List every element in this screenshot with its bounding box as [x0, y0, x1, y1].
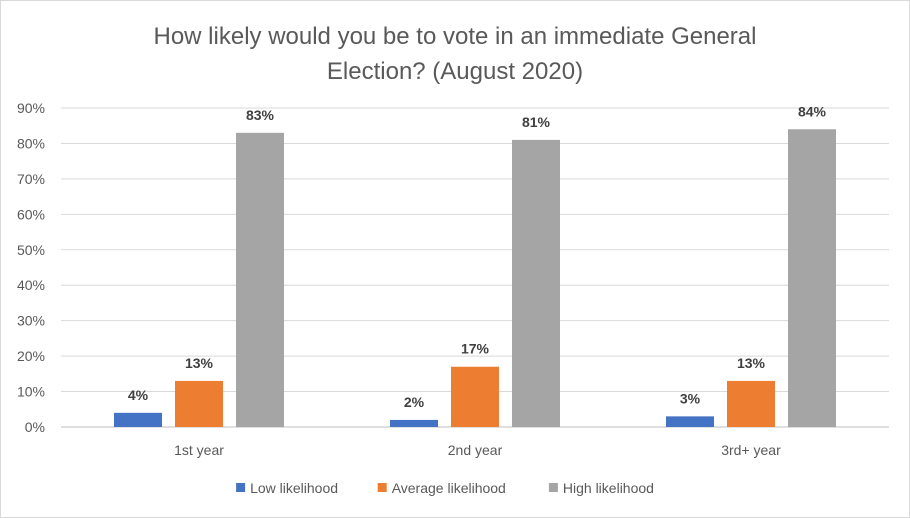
x-category-label: 1st year — [174, 442, 224, 458]
y-tick-label: 10% — [17, 384, 45, 400]
bar-average-likelihood — [175, 380, 223, 427]
bar-low-likelihood — [390, 419, 438, 427]
bar-high-likelihood — [788, 129, 836, 427]
y-tick-label: 50% — [17, 242, 45, 258]
data-label: 2% — [404, 394, 425, 410]
data-label: 84% — [798, 103, 827, 119]
bar-high-likelihood — [512, 139, 560, 427]
y-tick-label: 70% — [17, 171, 45, 187]
legend-label: High likelihood — [563, 480, 654, 496]
bar-average-likelihood — [727, 380, 775, 427]
x-category-label: 2nd year — [448, 442, 503, 458]
bar-average-likelihood — [451, 366, 499, 427]
bar-low-likelihood — [666, 416, 714, 427]
legend-swatch — [377, 483, 387, 492]
legend-swatch — [236, 483, 246, 492]
y-tick-label: 30% — [17, 313, 45, 329]
y-tick-label: 40% — [17, 277, 45, 293]
data-label: 4% — [128, 387, 149, 403]
legend-label: Low likelihood — [250, 480, 338, 496]
legend-label: Average likelihood — [392, 480, 506, 496]
data-label: 17% — [461, 341, 490, 357]
y-tick-label: 90% — [17, 100, 45, 116]
y-tick-label: 80% — [17, 135, 45, 151]
bar-low-likelihood — [114, 412, 162, 427]
chart-title-line-2: Election? (August 2020) — [327, 58, 583, 85]
y-tick-label: 60% — [17, 206, 45, 222]
legend-swatch — [548, 483, 558, 492]
data-label: 13% — [185, 355, 214, 371]
data-label: 83% — [246, 107, 275, 123]
y-tick-label: 20% — [17, 348, 45, 364]
data-label: 81% — [522, 114, 551, 130]
x-category-label: 3rd+ year — [721, 442, 781, 458]
chart-title-line-1: How likely would you be to vote in an im… — [154, 23, 757, 50]
bar-high-likelihood — [236, 132, 284, 428]
data-label: 13% — [737, 355, 766, 371]
data-label: 3% — [680, 390, 701, 406]
y-tick-label: 0% — [25, 419, 45, 435]
